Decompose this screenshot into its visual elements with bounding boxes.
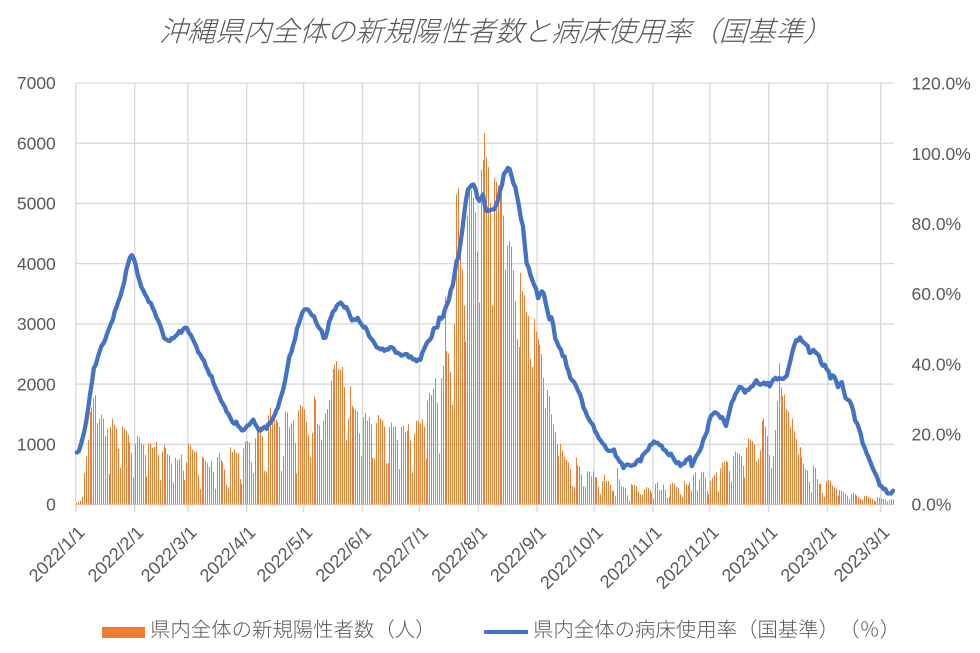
svg-text:7000: 7000 (17, 73, 56, 93)
svg-text:120.0%: 120.0% (912, 74, 971, 94)
svg-text:5000: 5000 (17, 194, 56, 214)
svg-text:100.0%: 100.0% (912, 144, 971, 164)
svg-text:0.0%: 0.0% (912, 495, 952, 515)
svg-text:1000: 1000 (17, 435, 56, 455)
svg-text:60.0%: 60.0% (912, 284, 962, 304)
svg-text:20.0%: 20.0% (912, 425, 962, 445)
svg-text:3000: 3000 (17, 314, 56, 334)
svg-text:4000: 4000 (17, 254, 56, 274)
svg-text:0: 0 (46, 495, 56, 515)
svg-text:80.0%: 80.0% (912, 214, 962, 234)
svg-text:2000: 2000 (17, 374, 56, 394)
svg-text:40.0%: 40.0% (912, 354, 962, 374)
svg-text:6000: 6000 (17, 133, 56, 153)
